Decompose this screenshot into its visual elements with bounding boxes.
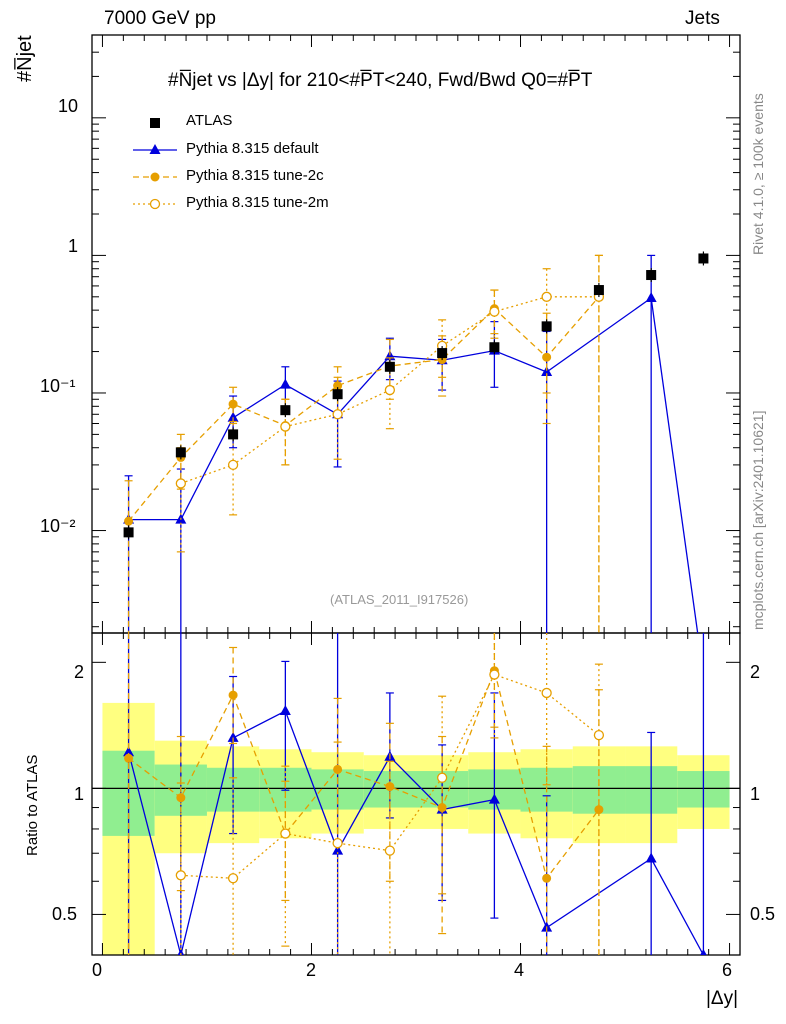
data-point-atlas	[646, 270, 657, 281]
ratio-point-default	[177, 949, 185, 955]
legend-label-tune2c: Pythia 8.315 tune-2c	[186, 167, 324, 184]
ratio-point-default	[123, 746, 135, 757]
data-point-atlas	[698, 253, 709, 264]
main-point-tune2m	[332, 409, 343, 420]
main-series-line-1	[128, 296, 600, 522]
ratio-point-tune2c	[228, 690, 238, 700]
main-series-line-0	[128, 296, 699, 633]
data-point-atlas	[123, 527, 134, 538]
data-point-atlas	[228, 429, 239, 440]
legend-marker-tune2m	[149, 198, 161, 210]
ratio-point-tune2m	[384, 845, 396, 856]
header-category: Jets	[685, 8, 720, 29]
ratio-point-default	[645, 852, 657, 863]
x-tick-6: 6	[722, 960, 733, 980]
header-energy: 7000 GeV pp	[104, 8, 216, 29]
ratio-tick-1: 1	[74, 784, 85, 804]
main-point-tune2m	[175, 478, 186, 489]
data-point-atlas	[489, 342, 500, 353]
legend-label-default: Pythia 8.315 default	[186, 140, 319, 157]
main-point-default	[227, 411, 239, 422]
ratio-point-tune2m	[332, 837, 343, 849]
y-tick-10: 10	[58, 96, 79, 116]
legend-marker-tune2c	[150, 172, 160, 182]
legend-marker-default	[149, 144, 161, 154]
data-point-atlas	[593, 285, 604, 296]
main-point-tune2c	[542, 352, 552, 362]
x-tick-2: 2	[306, 960, 317, 980]
ratio-y-axis-title: Ratio to ATLAS	[24, 754, 41, 856]
legend-label-atlas: ATLAS	[186, 112, 233, 129]
mcplots-site-label: mcplots.cern.ch [arXiv:2401.10621]	[750, 410, 766, 630]
ratio-point-default	[332, 844, 344, 855]
ratio-point-tune2m	[175, 870, 186, 881]
main-point-tune2m	[489, 306, 500, 317]
ratio-point-tune2m	[436, 772, 448, 783]
x-tick-4: 4	[514, 960, 525, 980]
main-point-default	[645, 292, 657, 303]
ratio-tick-0.5: 0.5	[52, 904, 78, 924]
data-point-atlas	[175, 447, 186, 458]
ratio-point-tune2c	[333, 764, 343, 774]
ratio-tick-right-2: 2	[750, 662, 761, 682]
data-point-atlas	[280, 405, 291, 416]
ratio-tick-right-1: 1	[750, 784, 761, 804]
ratio-series-line-2	[180, 673, 600, 879]
x-tick-0: 0	[92, 960, 103, 980]
ratio-point-tune2c	[176, 793, 186, 803]
main-point-tune2m	[227, 459, 239, 471]
data-point-atlas	[437, 348, 448, 359]
ratio-tick-2: 2	[74, 662, 85, 682]
ratio-point-default	[227, 731, 239, 742]
data-point-atlas	[384, 361, 395, 372]
main-point-tune2c	[124, 516, 134, 526]
main-point-default	[541, 366, 553, 377]
main-point-tune2m	[384, 384, 396, 396]
legend-marker-atlas	[150, 118, 160, 128]
y-tick-1: 1	[68, 236, 79, 256]
main-point-tune2c	[228, 399, 238, 409]
y-axis-title-text: #N̅jet	[14, 35, 36, 82]
ratio-point-tune2m	[489, 669, 500, 680]
y-tick-1e-1: 10⁻¹	[40, 376, 76, 396]
plot-title: #N̅jet vs |Δy| for 210<#P̅T<240, Fwd/Bwd…	[168, 70, 593, 91]
main-point-tune2m	[541, 291, 552, 302]
legend-label-tune2m: Pythia 8.315 tune-2m	[186, 194, 329, 211]
main-point-default	[279, 378, 291, 389]
data-point-atlas	[332, 389, 343, 400]
ratio-point-tune2c	[124, 753, 134, 763]
main-point-tune2m	[280, 421, 291, 432]
y-axis-title: #N̅jet	[14, 35, 37, 82]
ratio-point-tune2m	[227, 873, 239, 884]
y-tick-1e-2: 10⁻²	[40, 516, 76, 536]
main-point-tune2c	[333, 381, 343, 391]
ratio-point-default	[279, 705, 291, 716]
data-point-atlas	[541, 321, 552, 332]
ratio-point-tune2m	[280, 828, 291, 839]
ratio-point-tune2m	[541, 687, 552, 699]
ratio-point-tune2c	[542, 873, 552, 883]
ratio-point-default	[488, 793, 500, 804]
ratio-series-line-1	[128, 668, 600, 880]
ratio-point-tune2m	[593, 730, 605, 741]
ratio-tick-right-0.5: 0.5	[750, 904, 776, 924]
x-axis-title: |Δy|	[706, 988, 739, 1009]
analysis-id: (ATLAS_2011_I917526)	[330, 592, 469, 607]
ratio-point-default	[700, 949, 707, 955]
rivet-version-label: Rivet 4.1.0, ≥ 100k events	[750, 93, 766, 255]
